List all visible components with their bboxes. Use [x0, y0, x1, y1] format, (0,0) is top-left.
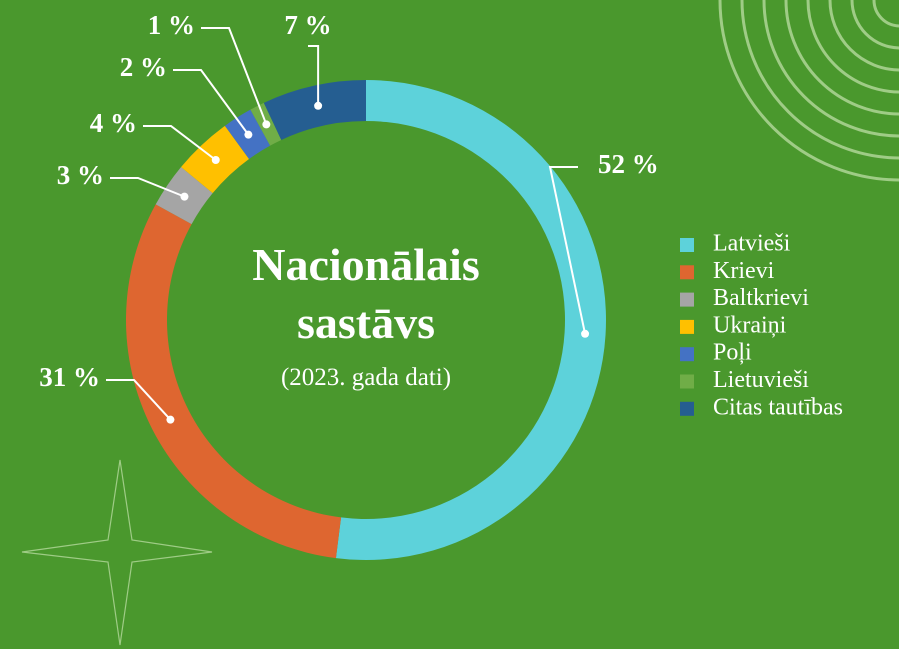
leader-dot [262, 120, 270, 128]
page: 52 % 31 % 3 % 4 % 2 % 1 % 7 % LatviešiKrieviBal… [0, 0, 899, 649]
data-label: 2 % [120, 52, 167, 82]
data-label: 1 % [148, 10, 195, 40]
legend-label: Citas tautības [713, 394, 843, 420]
star-decoration [22, 460, 212, 645]
legend-label: Krievi [713, 258, 775, 284]
donut-segment [264, 80, 366, 140]
legend-swatch [680, 375, 694, 389]
data-label: 52 % [598, 149, 659, 179]
decoration [720, 0, 899, 180]
legend-label: Ukraiņi [713, 312, 787, 338]
legend-swatch [680, 265, 694, 279]
legend-swatch [680, 347, 694, 361]
data-label: 4 % [90, 108, 137, 138]
leader-dot [314, 102, 322, 110]
center-text: Nacionālais sastāvs (2023. gada dati) [216, 236, 516, 392]
legend-label: Latvieši [713, 231, 791, 257]
legend-label: Baltkrievi [713, 285, 809, 311]
legend-swatch [680, 293, 694, 307]
legend-label: Lietuvieši [713, 367, 809, 393]
leader-dot [244, 131, 252, 139]
leader-dot [212, 156, 220, 164]
data-label: 31 % [39, 362, 100, 392]
legend-swatch [680, 238, 694, 252]
data-label: 3 % [57, 160, 104, 190]
legend-label: Poļi [713, 340, 752, 366]
leader-dot [166, 416, 174, 424]
legend-swatch [680, 402, 694, 416]
leader-dot [180, 193, 188, 201]
data-label: 7 % [284, 10, 331, 40]
leader-dot [581, 330, 589, 338]
legend-swatch [680, 320, 694, 334]
chart-subtitle: (2023. gada dati) [216, 364, 516, 392]
chart-title: Nacionālais sastāvs [216, 236, 516, 352]
